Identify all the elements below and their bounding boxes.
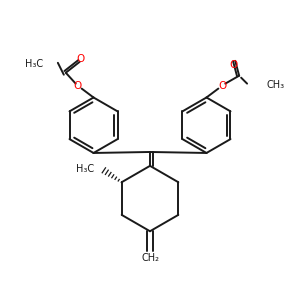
Text: O: O — [229, 60, 237, 70]
Text: H₃C: H₃C — [25, 59, 43, 69]
Text: H₃C: H₃C — [76, 164, 94, 174]
Text: CH₃: CH₃ — [267, 80, 285, 90]
Text: CH₂: CH₂ — [142, 253, 160, 263]
Text: O: O — [74, 81, 82, 91]
Text: O: O — [218, 81, 226, 91]
Text: O: O — [76, 54, 85, 64]
